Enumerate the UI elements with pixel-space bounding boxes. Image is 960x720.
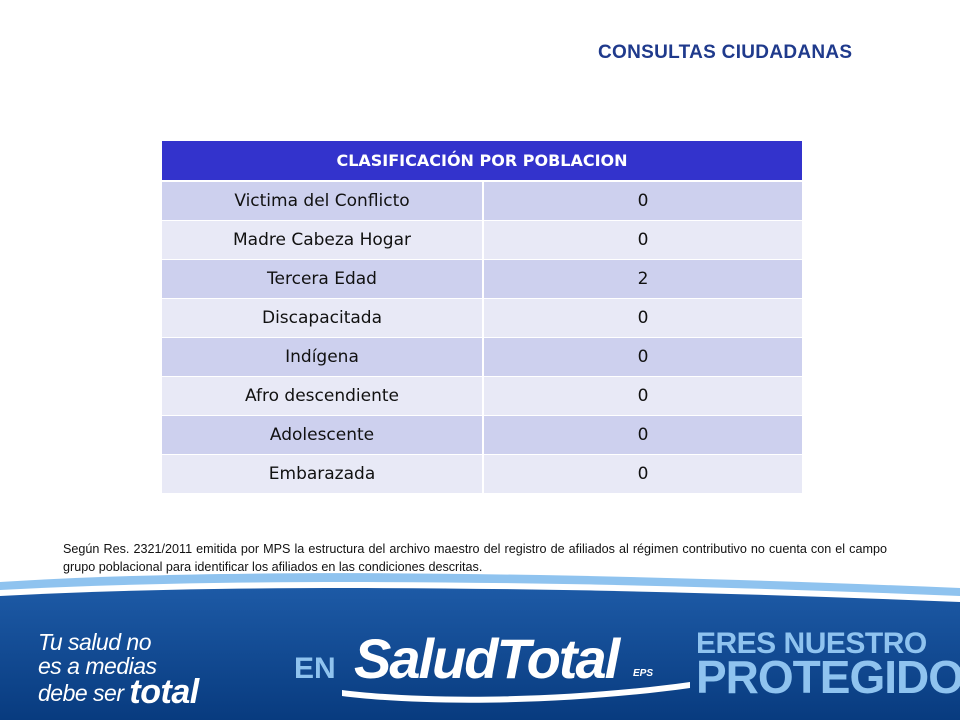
slogan-text: debe ser <box>38 680 124 706</box>
population-label: Afro descendiente <box>162 376 484 416</box>
table-row: Adolescente 0 <box>162 415 802 455</box>
table-row: Victima del Conflicto 0 <box>162 181 802 221</box>
population-count: 0 <box>483 376 802 416</box>
slogan: Tu salud no es a medias debe ser total <box>38 629 199 711</box>
population-label: Victima del Conflicto <box>162 181 484 221</box>
population-label: Indígena <box>162 337 484 377</box>
population-label: Embarazada <box>162 454 484 494</box>
population-label: Madre Cabeza Hogar <box>162 220 484 260</box>
table-row: Discapacitada 0 <box>162 298 802 338</box>
slogan-emphasis: total <box>129 673 199 711</box>
tagline-line1: ERES NUESTRO <box>696 627 927 660</box>
population-count: 0 <box>483 415 802 455</box>
slogan-line: Tu salud no <box>38 629 151 655</box>
footer-blue-wave <box>0 588 960 720</box>
table-row: Indígena 0 <box>162 337 802 377</box>
footnote: Según Res. 2321/2011 emitida por MPS la … <box>63 542 887 574</box>
tagline-line2: PROTEGIDO <box>696 651 960 703</box>
brand-suffix: EPS <box>633 668 654 679</box>
brand-swoosh <box>342 682 690 703</box>
slogan-line: debe ser total <box>38 673 199 711</box>
table-row: Tercera Edad 2 <box>162 259 802 299</box>
table-row: Afro descendiente 0 <box>162 376 802 416</box>
population-count: 0 <box>483 181 802 221</box>
footer-banner <box>0 573 960 720</box>
population-count: 0 <box>483 298 802 338</box>
slogan-line: es a medias <box>38 653 157 679</box>
table-row: Embarazada 0 <box>162 454 802 494</box>
population-count: 2 <box>483 259 802 299</box>
population-count: 0 <box>483 454 802 494</box>
table-row: Madre Cabeza Hogar 0 <box>162 220 802 260</box>
population-count: 0 <box>483 337 802 377</box>
slide-title: CONSULTAS CIUDADANAS <box>598 42 853 63</box>
connector-text: EN <box>294 652 336 685</box>
brand-logo-text: SaludTotal <box>354 627 620 690</box>
table-heading: CLASIFICACIÓN POR POBLACION <box>162 141 802 182</box>
population-count: 0 <box>483 220 802 260</box>
population-label: Tercera Edad <box>162 259 484 299</box>
population-label: Adolescente <box>162 415 484 455</box>
population-label: Discapacitada <box>162 298 484 338</box>
population-table: CLASIFICACIÓN POR POBLACION Victima del … <box>162 141 802 494</box>
